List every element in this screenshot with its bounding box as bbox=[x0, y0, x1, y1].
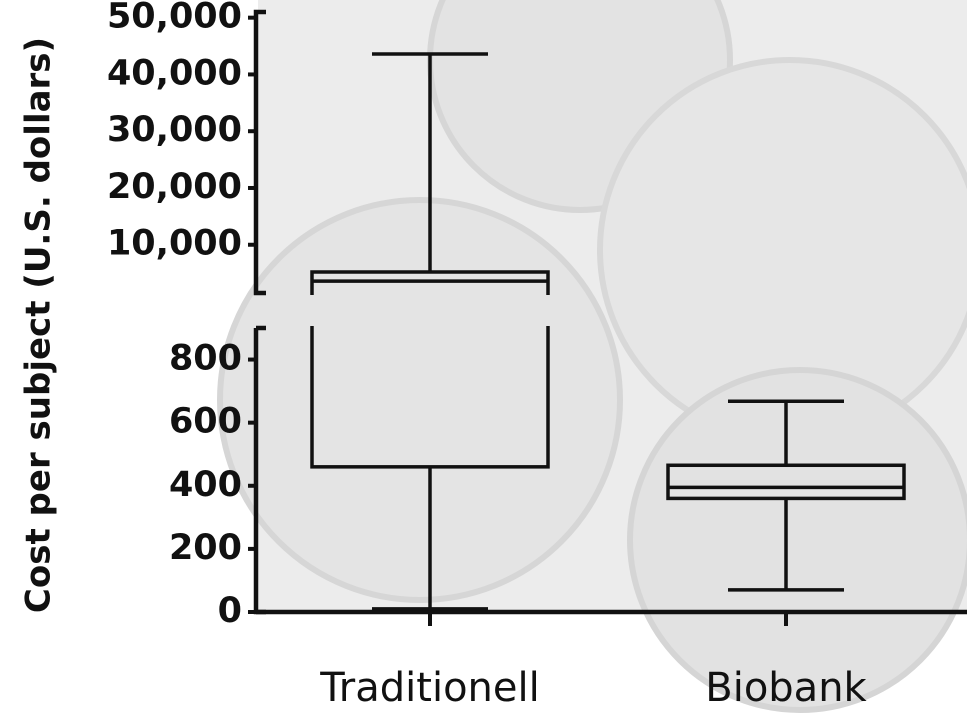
y-tick-label: 200 bbox=[169, 528, 242, 568]
x-tick-label: Traditionell bbox=[319, 665, 539, 711]
y-tick-label: 30,000 bbox=[107, 110, 242, 150]
y-tick-label: 40,000 bbox=[107, 53, 242, 93]
segment-group bbox=[310, 52, 550, 295]
segment-group bbox=[310, 326, 550, 611]
box bbox=[310, 326, 550, 469]
y-tick-label: 600 bbox=[169, 402, 242, 442]
y-tick-label: 800 bbox=[169, 339, 242, 379]
y-axis-line bbox=[253, 9, 266, 296]
segment-group bbox=[666, 399, 906, 592]
y-tick-label: 0 bbox=[218, 591, 242, 631]
background bbox=[217, 0, 967, 713]
y-tick-label: 400 bbox=[169, 465, 242, 505]
y-tick-label: 10,000 bbox=[107, 224, 242, 264]
y-tick-label: 20,000 bbox=[107, 167, 242, 207]
y-tick-label: 50,000 bbox=[107, 0, 242, 37]
y-axis-label: Cost per subject (U.S. dollars) bbox=[19, 37, 59, 613]
x-tick-label: Biobank bbox=[705, 665, 867, 711]
